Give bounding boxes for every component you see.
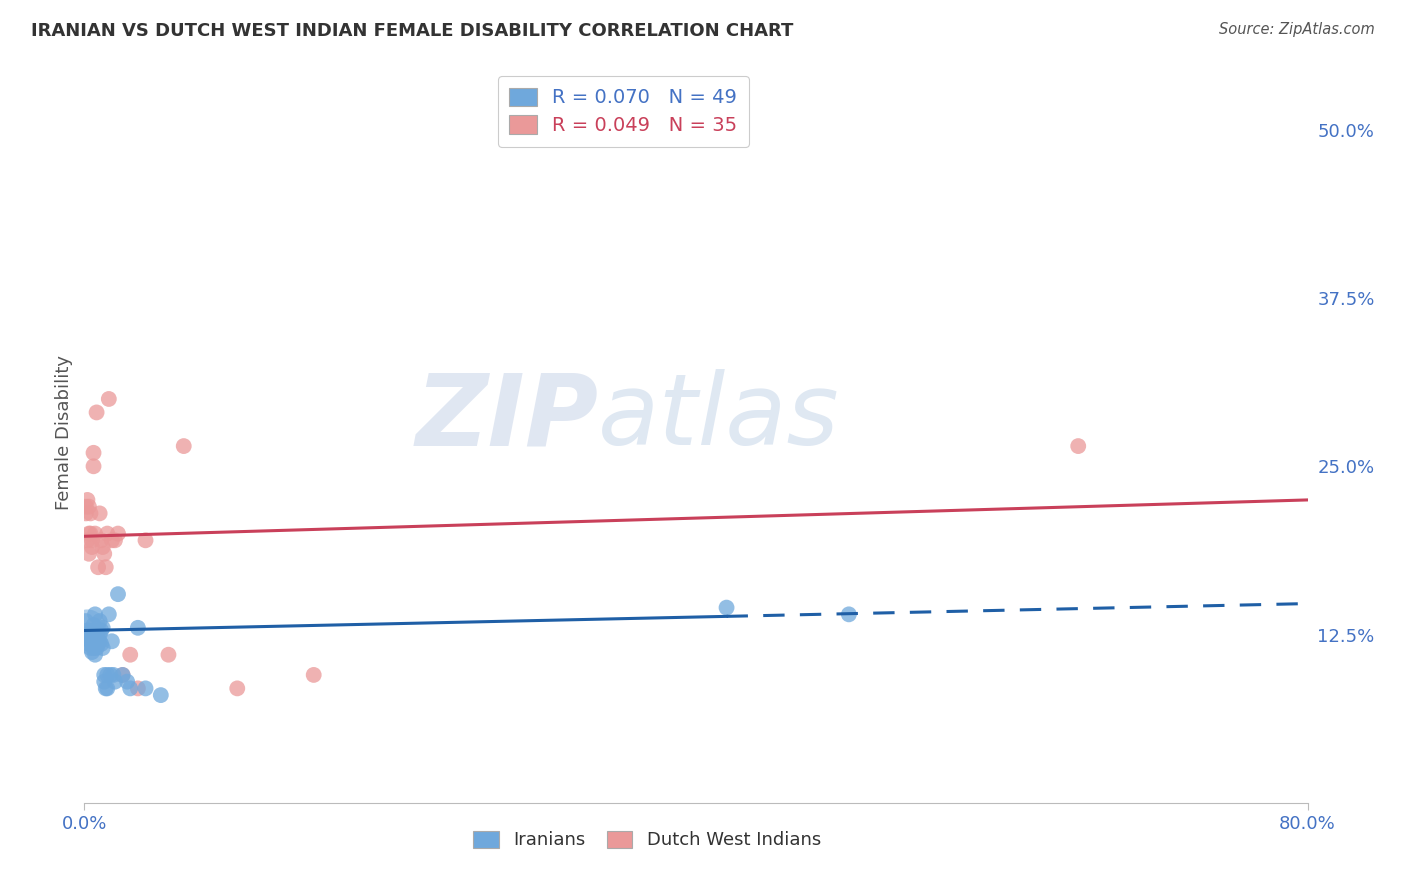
Point [87, 637, 110, 651]
Point [94, 560, 117, 574]
Point [302, 668, 325, 682]
Point [79, 624, 101, 639]
Point [89, 507, 111, 521]
Point [135, 681, 157, 696]
Point [127, 621, 149, 635]
Point [80, 540, 103, 554]
Point [90, 637, 112, 651]
Point [83, 446, 105, 460]
Point [84, 648, 107, 662]
Point [104, 674, 127, 689]
Legend: Iranians, Dutch West Indians: Iranians, Dutch West Indians [465, 823, 828, 856]
Point [93, 547, 115, 561]
Point [96, 526, 118, 541]
Point [173, 439, 195, 453]
Point [79, 526, 101, 541]
Point [103, 668, 125, 682]
Point [77, 627, 100, 641]
Point [226, 681, 249, 696]
Point [83, 618, 105, 632]
Point [96, 668, 118, 682]
Point [83, 640, 105, 655]
Point [101, 533, 124, 548]
Point [93, 674, 115, 689]
Text: Source: ZipAtlas.com: Source: ZipAtlas.com [1219, 22, 1375, 37]
Point [83, 624, 105, 638]
Point [89, 634, 111, 648]
Point [86, 634, 108, 648]
Point [86, 640, 108, 655]
Point [80, 645, 103, 659]
Point [75, 507, 97, 521]
Point [98, 668, 121, 682]
Point [149, 688, 172, 702]
Point [77, 547, 100, 561]
Point [79, 507, 101, 521]
Point [83, 459, 105, 474]
Point [91, 640, 114, 655]
Point [80, 627, 103, 641]
Point [75, 500, 97, 514]
Text: ZIP: ZIP [415, 369, 598, 467]
Point [86, 405, 108, 419]
Point [157, 648, 180, 662]
Point [91, 540, 114, 554]
Point [90, 624, 112, 638]
Point [89, 614, 111, 628]
Point [94, 681, 117, 696]
Point [135, 533, 157, 548]
Point [93, 668, 115, 682]
Point [77, 526, 100, 541]
Text: IRANIAN VS DUTCH WEST INDIAN FEMALE DISABILITY CORRELATION CHART: IRANIAN VS DUTCH WEST INDIAN FEMALE DISA… [31, 22, 793, 40]
Point [1067, 439, 1090, 453]
Point [84, 627, 107, 641]
Point [86, 624, 108, 638]
Point [89, 627, 111, 641]
Point [77, 500, 100, 514]
Point [84, 526, 107, 541]
Point [101, 634, 124, 648]
Point [107, 526, 129, 541]
Point [120, 681, 142, 696]
Point [79, 640, 101, 655]
Point [96, 681, 118, 696]
Point [80, 632, 103, 646]
Point [80, 637, 103, 651]
Point [76, 624, 98, 638]
Point [80, 533, 103, 548]
Point [97, 607, 120, 622]
Point [76, 533, 98, 548]
Point [107, 587, 129, 601]
Point [838, 607, 860, 622]
Point [120, 648, 142, 662]
Point [76, 492, 98, 507]
Point [97, 392, 120, 406]
Point [111, 668, 134, 682]
Point [76, 632, 98, 646]
Point [79, 634, 101, 648]
Point [91, 621, 114, 635]
Point [716, 600, 738, 615]
Point [111, 668, 134, 682]
Point [84, 607, 107, 622]
Y-axis label: Female Disability: Female Disability [55, 355, 73, 510]
Text: atlas: atlas [598, 369, 839, 467]
Point [77, 637, 100, 651]
Point [87, 632, 110, 646]
Point [87, 560, 110, 574]
Point [104, 533, 127, 548]
Point [90, 533, 112, 548]
Point [76, 621, 98, 635]
Point [127, 681, 149, 696]
Point [115, 674, 138, 689]
Point [75, 614, 97, 628]
